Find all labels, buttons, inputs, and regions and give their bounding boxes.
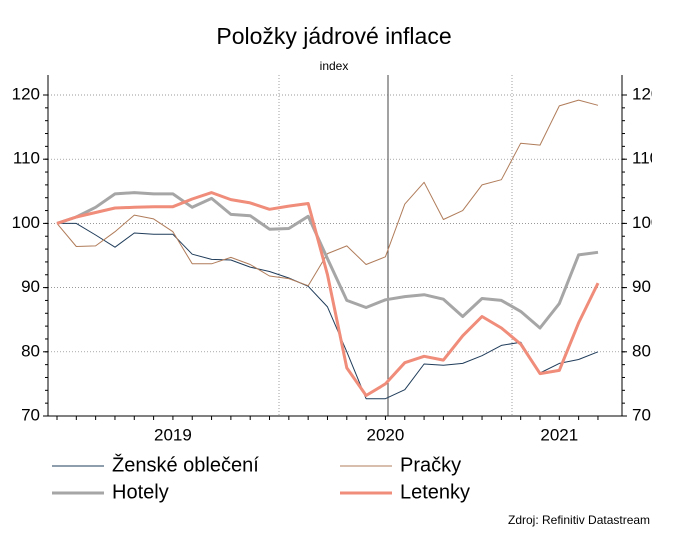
legend-label: Ženské oblečení [112,453,259,476]
x-tick-label: 2021 [540,425,578,444]
source-note: Zdroj: Refinitiv Datastream [508,513,650,527]
y-tick-label: 70 [21,405,40,424]
y-tick-label: 90 [21,277,40,296]
legend-label: Letenky [400,481,470,503]
series-line [56,191,600,397]
x-tick-label: 2020 [367,425,405,444]
y2-tick-label: 100 [632,213,660,232]
series-line [56,99,599,287]
y-tick-label: 110 [13,149,40,168]
y2-tick-label: 70 [632,405,651,424]
chart-title: Položky jádrové inflace [216,23,451,49]
series-line [56,191,599,330]
legend-label: Pračky [400,454,461,476]
y-tick-label: 100 [12,213,40,232]
y2-tick-label: 120 [632,84,660,103]
y2-tick-label: 110 [632,149,659,168]
y-tick-label: 80 [21,341,40,360]
right-axis-labels: 70 80 90 100 110 120 [632,84,660,424]
y2-tick-label: 90 [632,277,651,296]
x-tick-label: 2019 [154,425,192,444]
y2-tick-label: 80 [632,341,651,360]
series-line [57,222,599,400]
y-tick-label: 120 [12,84,40,103]
chart-subtitle: index [320,59,349,73]
legend-label: Hotely [112,481,169,503]
